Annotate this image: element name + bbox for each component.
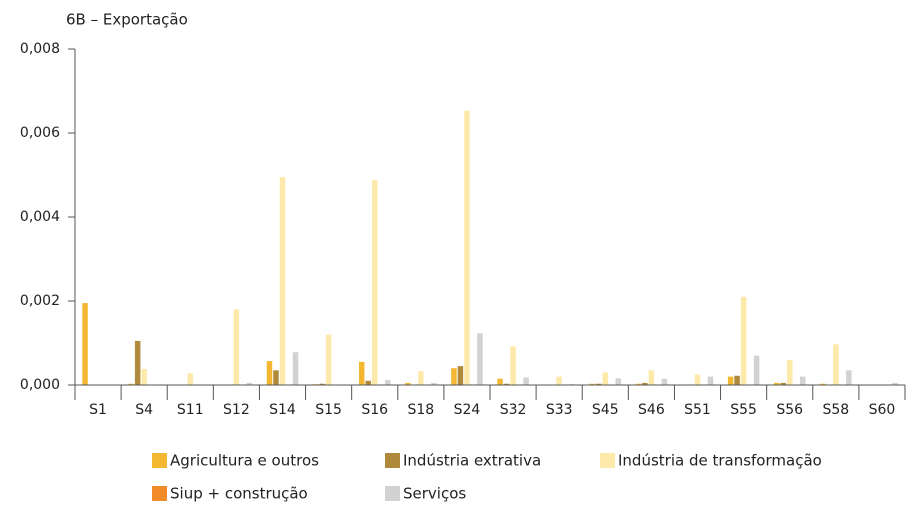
legend-label: Indústria extrativa: [403, 452, 541, 470]
x-tick-label: S51: [684, 402, 711, 418]
legend-label: Serviços: [403, 485, 466, 503]
bar: [799, 376, 806, 385]
bar: [358, 361, 365, 385]
x-tick-label: S15: [315, 402, 342, 418]
legend-swatch: [385, 453, 400, 468]
legend-label: Siup + construção: [170, 485, 308, 503]
bar: [292, 352, 299, 385]
x-tick-label: S11: [177, 402, 204, 418]
bar: [187, 373, 194, 385]
y-tick-label: 0,000: [20, 377, 60, 393]
y-tick-label: 0,004: [20, 209, 60, 225]
bar: [648, 370, 655, 385]
legend-label: Agricultura e outros: [170, 452, 319, 470]
x-tick-label: S56: [776, 402, 803, 418]
bar: [707, 376, 714, 385]
bar: [82, 303, 88, 385]
bar: [753, 355, 760, 385]
bar: [734, 375, 740, 385]
bar: [418, 371, 424, 385]
x-tick-label: S14: [269, 402, 296, 418]
legend-swatch: [152, 486, 167, 501]
bar: [384, 379, 391, 385]
bar: [477, 333, 483, 385]
bar: [325, 334, 332, 385]
bar: [134, 340, 141, 385]
chart-title: 6B – Exportação: [66, 11, 188, 29]
x-tick-label: S45: [592, 402, 619, 418]
x-tick-label: S16: [361, 402, 388, 418]
x-tick-label: S18: [407, 402, 434, 418]
bar: [279, 177, 286, 385]
y-tick-label: 0,002: [20, 293, 60, 309]
bar: [431, 382, 437, 385]
bar: [694, 374, 701, 385]
bar: [780, 382, 786, 385]
bar: [510, 346, 516, 385]
bar: [497, 378, 503, 385]
bar: [740, 296, 747, 385]
bar: [365, 380, 371, 385]
x-tick-label: S58: [822, 402, 849, 418]
x-tick-label: S4: [135, 402, 153, 418]
bar: [589, 383, 596, 385]
bar: [246, 382, 253, 385]
legend-swatch: [385, 486, 400, 501]
bar: [727, 376, 734, 385]
bar: [503, 383, 510, 385]
bar: [457, 366, 464, 385]
x-tick-label: S1: [89, 402, 107, 418]
bar: [773, 382, 780, 385]
bar: [642, 382, 648, 385]
bar: [128, 383, 134, 385]
x-tick-label: S32: [500, 402, 527, 418]
bar: [661, 378, 668, 385]
bar: [233, 309, 240, 385]
x-tick-label: S24: [454, 402, 481, 418]
bar: [596, 383, 602, 385]
legend-swatch: [600, 453, 615, 468]
y-tick-label: 0,006: [20, 125, 60, 141]
bar: [405, 382, 411, 385]
x-tick-label: S55: [730, 402, 757, 418]
bar: [602, 372, 609, 385]
bar: [833, 344, 839, 385]
bar: [635, 383, 642, 385]
bar: [371, 180, 378, 385]
bar: [615, 378, 622, 385]
bar: [141, 369, 147, 385]
bar: [451, 368, 457, 385]
bar: [273, 370, 279, 385]
legend-swatch: [152, 453, 167, 468]
bar: [266, 361, 273, 385]
x-tick-label: S12: [223, 402, 250, 418]
legend-label: Indústria de transformação: [618, 452, 822, 470]
bar: [786, 359, 793, 385]
x-tick-label: S60: [869, 402, 896, 418]
x-tick-label: S46: [638, 402, 665, 418]
bar: [820, 383, 826, 385]
bar: [556, 376, 562, 385]
bar: [846, 370, 852, 385]
bar: [523, 377, 529, 385]
bar: [892, 382, 898, 385]
bar: [464, 110, 470, 386]
bar: [319, 383, 325, 385]
x-tick-label: S33: [546, 402, 573, 418]
y-tick-label: 0,008: [20, 41, 60, 57]
